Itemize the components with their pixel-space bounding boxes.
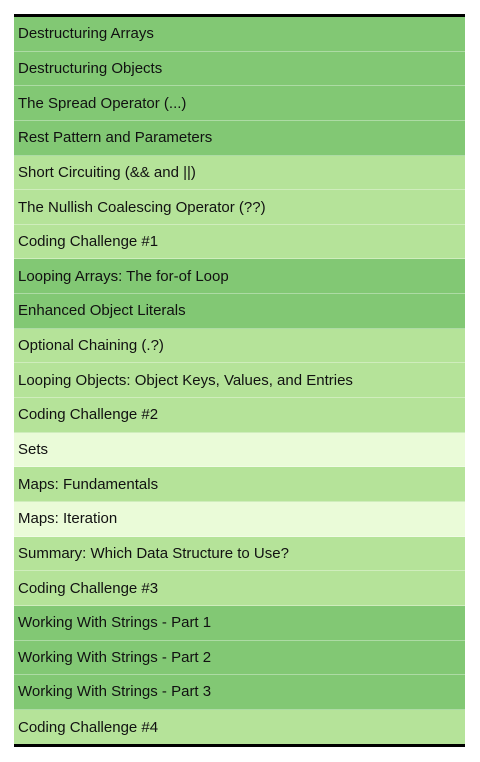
lesson-item-strings-part-3[interactable]: Working With Strings - Part 3 xyxy=(14,675,465,710)
lesson-item-destructuring-arrays[interactable]: Destructuring Arrays xyxy=(14,17,465,52)
lesson-label: Destructuring Arrays xyxy=(18,25,154,43)
lesson-item-strings-part-2[interactable]: Working With Strings - Part 2 xyxy=(14,640,465,676)
lesson-item-coding-challenge-3[interactable]: Coding Challenge #3 xyxy=(14,571,465,606)
lesson-label: Rest Pattern and Parameters xyxy=(18,129,213,147)
lesson-label: Coding Challenge #1 xyxy=(18,233,159,251)
lesson-label: Summary: Which Data Structure to Use? xyxy=(18,544,289,562)
lesson-label: The Nullish Coalescing Operator (??) xyxy=(18,198,266,216)
lesson-label: Maps: Fundamentals xyxy=(18,475,159,493)
lesson-item-optional-chaining[interactable]: Optional Chaining (.?) xyxy=(14,328,465,364)
lesson-item-spread-operator[interactable]: The Spread Operator (...) xyxy=(14,86,465,121)
lesson-label: Short Circuiting (&& and ||) xyxy=(18,163,196,181)
lesson-item-maps-iteration[interactable]: Maps: Iteration xyxy=(14,501,465,537)
lesson-label: Optional Chaining (.?) xyxy=(18,337,164,355)
lesson-label: Working With Strings - Part 1 xyxy=(18,614,212,632)
lesson-label: Maps: Iteration xyxy=(18,510,118,528)
lesson-item-rest-pattern[interactable]: Rest Pattern and Parameters xyxy=(14,120,465,156)
lesson-label: Destructuring Objects xyxy=(18,59,163,77)
lesson-item-short-circuiting[interactable]: Short Circuiting (&& and ||) xyxy=(14,155,465,191)
lesson-list: Destructuring Arrays Destructuring Objec… xyxy=(14,14,465,748)
lesson-label: Enhanced Object Literals xyxy=(18,302,186,320)
lesson-item-summary-data-structure[interactable]: Summary: Which Data Structure to Use? xyxy=(14,536,465,572)
lesson-item-destructuring-objects[interactable]: Destructuring Objects xyxy=(14,51,465,87)
lesson-label: Working With Strings - Part 2 xyxy=(18,648,212,666)
lesson-item-maps-fundamentals[interactable]: Maps: Fundamentals xyxy=(14,467,465,502)
lesson-label: Coding Challenge #3 xyxy=(18,579,159,597)
lesson-item-coding-challenge-4[interactable]: Coding Challenge #4 xyxy=(14,709,465,745)
lesson-label: Looping Objects: Object Keys, Values, an… xyxy=(18,371,353,389)
lesson-item-strings-part-1[interactable]: Working With Strings - Part 1 xyxy=(14,605,465,641)
lesson-item-nullish-coalescing[interactable]: The Nullish Coalescing Operator (??) xyxy=(14,190,465,225)
lesson-item-coding-challenge-2[interactable]: Coding Challenge #2 xyxy=(14,398,465,433)
lesson-item-enhanced-object-literals[interactable]: Enhanced Object Literals xyxy=(14,294,465,329)
lesson-label: Coding Challenge #2 xyxy=(18,406,159,424)
lesson-item-looping-arrays[interactable]: Looping Arrays: The for-of Loop xyxy=(14,259,465,295)
lesson-label: The Spread Operator (...) xyxy=(18,94,187,112)
lesson-label: Sets xyxy=(18,441,49,458)
lesson-label: Looping Arrays: The for-of Loop xyxy=(18,267,229,285)
lesson-item-coding-challenge-1[interactable]: Coding Challenge #1 xyxy=(14,224,465,260)
lesson-label: Working With Strings - Part 3 xyxy=(18,683,212,701)
lesson-label: Coding Challenge #4 xyxy=(18,718,159,736)
lesson-item-looping-objects[interactable]: Looping Objects: Object Keys, Values, an… xyxy=(14,363,465,399)
lesson-item-sets[interactable]: Sets xyxy=(14,432,465,468)
